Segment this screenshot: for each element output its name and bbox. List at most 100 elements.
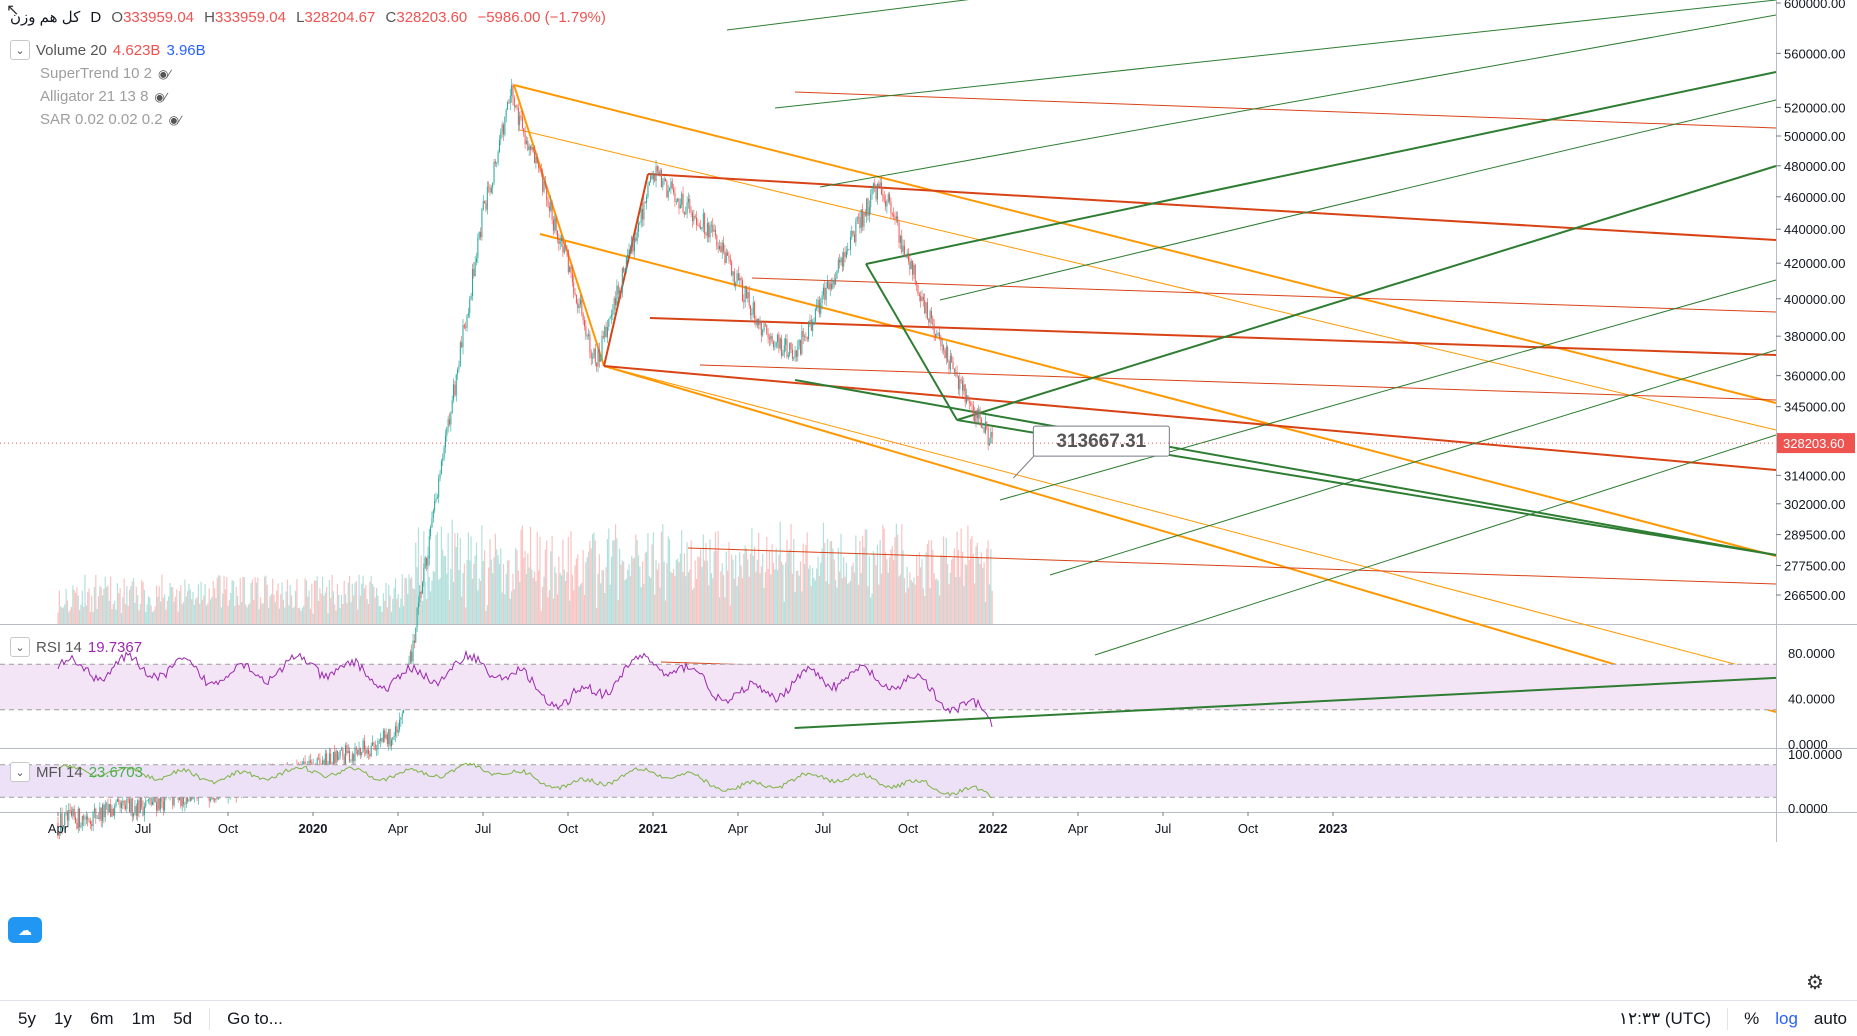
- candle-body: [415, 627, 417, 643]
- volume-bar: [459, 538, 461, 624]
- volume-bar: [282, 600, 285, 624]
- hidden-eye-icon[interactable]: ◉∕: [154, 89, 167, 104]
- hidden-eye-icon[interactable]: ◉∕: [168, 112, 182, 127]
- candle-body: [728, 255, 730, 259]
- volume-bar: [270, 594, 272, 624]
- symbol-name[interactable]: کل هم وزن: [10, 9, 81, 26]
- volume-bar: [620, 564, 622, 624]
- interval-label[interactable]: D: [90, 9, 102, 26]
- volume-bar: [596, 607, 598, 624]
- volume-bar: [315, 580, 317, 624]
- candle-body: [903, 245, 905, 256]
- candle-body: [424, 557, 426, 569]
- range-button-1y[interactable]: 1y: [53, 1008, 72, 1028]
- volume-bar: [731, 554, 733, 624]
- volume-bar: [524, 550, 526, 624]
- volume-bar: [882, 525, 884, 624]
- volume-bar: [382, 593, 384, 624]
- candle-body: [943, 345, 945, 351]
- volume-bar: [947, 563, 949, 624]
- pitchfork-drawings[interactable]: 313667.31: [513, 0, 1777, 713]
- price-tick-label: 289500.00: [1784, 528, 1845, 543]
- volume-bar: [182, 602, 185, 624]
- volume-bar: [513, 589, 515, 624]
- candle-body: [328, 753, 330, 767]
- volume-bar: [309, 608, 312, 624]
- candle-body: [569, 266, 571, 273]
- rsi-label[interactable]: RSI 14: [36, 638, 82, 656]
- price-tick-label: 360000.00: [1784, 369, 1845, 384]
- candle-body: [694, 216, 696, 218]
- sar-label[interactable]: SAR 0.02 0.02 0.2: [40, 111, 163, 128]
- candle-body: [84, 819, 86, 820]
- log-toggle[interactable]: log: [1775, 1008, 1798, 1028]
- candle-body: [648, 181, 650, 186]
- volume-bar: [288, 605, 290, 624]
- percent-toggle[interactable]: %: [1744, 1008, 1760, 1028]
- volume-bar: [446, 573, 448, 624]
- timezone-label[interactable]: ۱۲:۳۳ (UTC): [1618, 1008, 1712, 1028]
- collapse-chevron-icon[interactable]: ⌄: [10, 762, 30, 782]
- candle-body: [647, 185, 649, 197]
- candle-body: [382, 730, 384, 742]
- collapse-chevron-icon[interactable]: ⌄: [10, 40, 30, 60]
- candle-body: [534, 152, 536, 164]
- volume-bar: [193, 604, 195, 624]
- candle-body: [396, 726, 398, 733]
- range-button-5y[interactable]: 5y: [18, 1008, 36, 1028]
- alligator-label[interactable]: Alligator 21 13 8: [40, 88, 149, 105]
- gear-icon[interactable]: ⚙: [1806, 972, 1824, 994]
- candle-body: [520, 115, 522, 118]
- green-fork-upper: [865, 71, 1777, 265]
- volume-bar: [274, 602, 276, 624]
- auto-toggle[interactable]: auto: [1813, 1008, 1847, 1028]
- volume-bar: [833, 559, 835, 624]
- volume-label[interactable]: Volume 20: [36, 41, 107, 59]
- candle-body: [336, 750, 338, 761]
- candle-body: [813, 321, 815, 323]
- volume-bar: [822, 522, 825, 624]
- candle-body: [446, 427, 448, 436]
- volume-bar: [134, 602, 136, 624]
- collapse-chevron-icon[interactable]: ⌄: [10, 637, 30, 657]
- range-button-5d[interactable]: 5d: [173, 1008, 193, 1028]
- tradingview-logo-icon[interactable]: ☁: [8, 917, 42, 943]
- candle-body: [930, 311, 932, 319]
- volume-bar: [547, 597, 549, 624]
- volume-bar: [670, 571, 672, 624]
- candle-body: [567, 250, 569, 273]
- mfi-label[interactable]: MFI 14: [36, 763, 83, 781]
- volume-bar: [119, 588, 121, 624]
- candle-body: [119, 801, 121, 808]
- supertrend-label[interactable]: SuperTrend 10 2: [40, 65, 153, 82]
- candle-body: [867, 198, 869, 216]
- volume-bar: [100, 587, 102, 624]
- volume-bar: [987, 540, 989, 624]
- candle-body: [400, 717, 402, 720]
- hidden-eye-icon[interactable]: ◉∕: [158, 66, 171, 81]
- time-tick-label: Oct: [1238, 821, 1259, 836]
- candle-body: [489, 187, 491, 193]
- volume-bar: [951, 559, 953, 624]
- candle-body: [659, 170, 661, 175]
- candle-body: [428, 536, 430, 559]
- volume-bar: [60, 606, 62, 624]
- volume-bar: [574, 565, 576, 624]
- range-button-6m[interactable]: 6m: [89, 1008, 114, 1028]
- volume-bar: [342, 604, 344, 624]
- candle-body: [667, 190, 669, 198]
- range-button-1m[interactable]: 1m: [131, 1008, 156, 1028]
- candle-body: [91, 823, 93, 827]
- goto-button[interactable]: Go to...: [227, 1008, 283, 1028]
- volume-bar: [326, 586, 328, 624]
- candle-body: [889, 194, 891, 202]
- candle-body: [131, 798, 133, 817]
- volume-bar: [115, 609, 117, 624]
- candle-body: [775, 342, 777, 347]
- volume-bar: [473, 563, 475, 624]
- volume-bar: [362, 575, 364, 624]
- volume-bar: [826, 538, 829, 624]
- time-tick-label: Jul: [815, 821, 832, 836]
- candle-body: [513, 98, 515, 107]
